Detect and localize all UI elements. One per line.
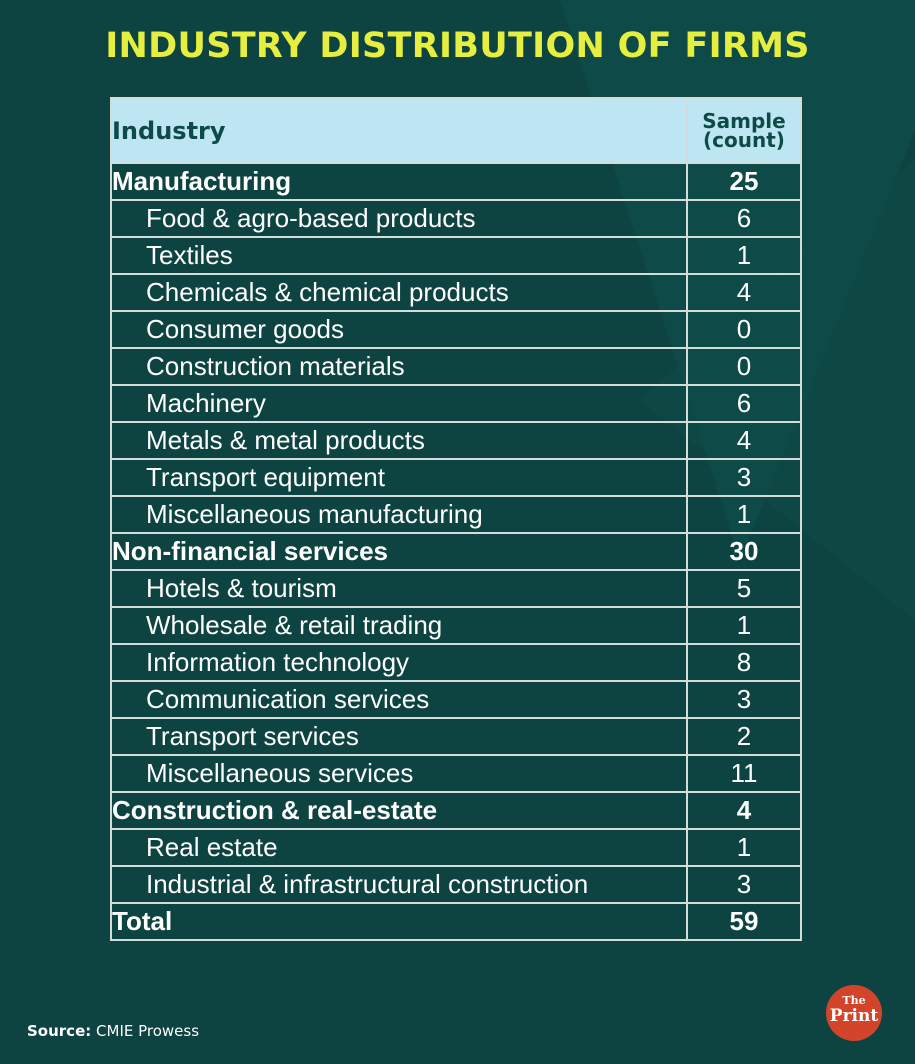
industry-label: Metals & metal products	[110, 421, 688, 460]
table-row: Machinery 6	[110, 384, 802, 423]
industry-label: Miscellaneous manufacturing	[110, 495, 688, 534]
table-body: Manufacturing 25 Food & agro-based product…	[110, 162, 802, 941]
page-title: INDUSTRY DISTRIBUTION OF FIRMS	[105, 26, 810, 66]
industry-label: Industrial & infrastructural constructio…	[110, 865, 688, 904]
industry-count: 3	[686, 680, 802, 719]
industry-count: 1	[686, 606, 802, 645]
theprint-logo: The Print	[826, 985, 882, 1041]
industry-count: 5	[686, 569, 802, 608]
group-label: Total	[110, 902, 688, 941]
industry-count: 11	[686, 754, 802, 793]
industry-count: 4	[686, 273, 802, 312]
table-row: Chemicals & chemical products 4	[110, 273, 802, 312]
table-row: Miscellaneous services 11	[110, 754, 802, 793]
table-header-row: Industry Sample (count)	[110, 97, 802, 164]
industry-table: Industry Sample (count) Manufacturing 25 F…	[110, 97, 802, 941]
group-count: 59	[686, 902, 802, 941]
table-row: Transport services 2	[110, 717, 802, 756]
group-count: 4	[686, 791, 802, 830]
table-row: Metals & metal products 4	[110, 421, 802, 460]
industry-count: 8	[686, 643, 802, 682]
industry-count: 3	[686, 458, 802, 497]
industry-count: 6	[686, 384, 802, 423]
logo-line1: The	[842, 994, 866, 1007]
industry-label: Information technology	[110, 643, 688, 682]
group-label: Construction & real-estate	[110, 791, 688, 830]
table-row: Consumer goods 0	[110, 310, 802, 349]
industry-count: 1	[686, 236, 802, 275]
table-row: Information technology 8	[110, 643, 802, 682]
industry-label: Real estate	[110, 828, 688, 867]
industry-label: Wholesale & retail trading	[110, 606, 688, 645]
industry-count: 4	[686, 421, 802, 460]
industry-count: 1	[686, 828, 802, 867]
industry-label: Textiles	[110, 236, 688, 275]
group-count: 30	[686, 532, 802, 571]
table-row: Hotels & tourism 5	[110, 569, 802, 608]
table-row: Construction materials 0	[110, 347, 802, 386]
table-row: Food & agro-based products 6	[110, 199, 802, 238]
table-row: Textiles 1	[110, 236, 802, 275]
header-industry: Industry	[110, 97, 688, 164]
industry-count: 3	[686, 865, 802, 904]
table-row: Miscellaneous manufacturing 1	[110, 495, 802, 534]
table-row: Wholesale & retail trading 1	[110, 606, 802, 645]
industry-label: Communication services	[110, 680, 688, 719]
source-label: Source:	[27, 1022, 92, 1040]
industry-count: 0	[686, 347, 802, 386]
industry-label: Machinery	[110, 384, 688, 423]
logo-line2: Print	[829, 1006, 879, 1026]
industry-count: 0	[686, 310, 802, 349]
table-row: Real estate 1	[110, 828, 802, 867]
industry-label: Chemicals & chemical products	[110, 273, 688, 312]
table-row: Industrial & infrastructural constructio…	[110, 865, 802, 904]
table-row: Communication services 3	[110, 680, 802, 719]
group-label: Manufacturing	[110, 162, 688, 201]
group-label: Non-financial services	[110, 532, 688, 571]
industry-label: Hotels & tourism	[110, 569, 688, 608]
header-count-line2: (count)	[703, 127, 785, 152]
industry-label: Food & agro-based products	[110, 199, 688, 238]
industry-count: 2	[686, 717, 802, 756]
industry-label: Transport services	[110, 717, 688, 756]
table-group-row: Manufacturing 25	[110, 162, 802, 201]
source-note: Source: CMIE Prowess	[27, 1022, 199, 1040]
industry-label: Consumer goods	[110, 310, 688, 349]
table-group-row: Non-financial services 30	[110, 532, 802, 571]
industry-count: 6	[686, 199, 802, 238]
industry-count: 1	[686, 495, 802, 534]
industry-label: Transport equipment	[110, 458, 688, 497]
header-count-line1: Sample	[702, 108, 786, 133]
table-row: Transport equipment 3	[110, 458, 802, 497]
header-sample-count: Sample (count)	[686, 97, 802, 164]
table-group-row: Total 59	[110, 902, 802, 941]
source-text: CMIE Prowess	[96, 1022, 200, 1040]
industry-label: Construction materials	[110, 347, 688, 386]
table-group-row: Construction & real-estate 4	[110, 791, 802, 830]
industry-label: Miscellaneous services	[110, 754, 688, 793]
group-count: 25	[686, 162, 802, 201]
